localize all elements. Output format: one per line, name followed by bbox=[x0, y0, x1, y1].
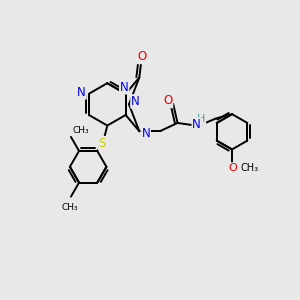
Text: N: N bbox=[131, 95, 140, 108]
Text: N: N bbox=[192, 118, 201, 131]
Text: CH₃: CH₃ bbox=[72, 127, 89, 136]
Text: CH₃: CH₃ bbox=[240, 163, 258, 173]
Text: N: N bbox=[141, 127, 150, 140]
Text: O: O bbox=[163, 94, 172, 107]
Text: CH₃: CH₃ bbox=[61, 202, 78, 211]
Text: O: O bbox=[229, 163, 237, 173]
Text: N: N bbox=[77, 86, 86, 99]
Text: O: O bbox=[138, 50, 147, 63]
Text: N: N bbox=[120, 81, 129, 94]
Text: S: S bbox=[99, 137, 106, 150]
Text: H: H bbox=[197, 114, 205, 124]
